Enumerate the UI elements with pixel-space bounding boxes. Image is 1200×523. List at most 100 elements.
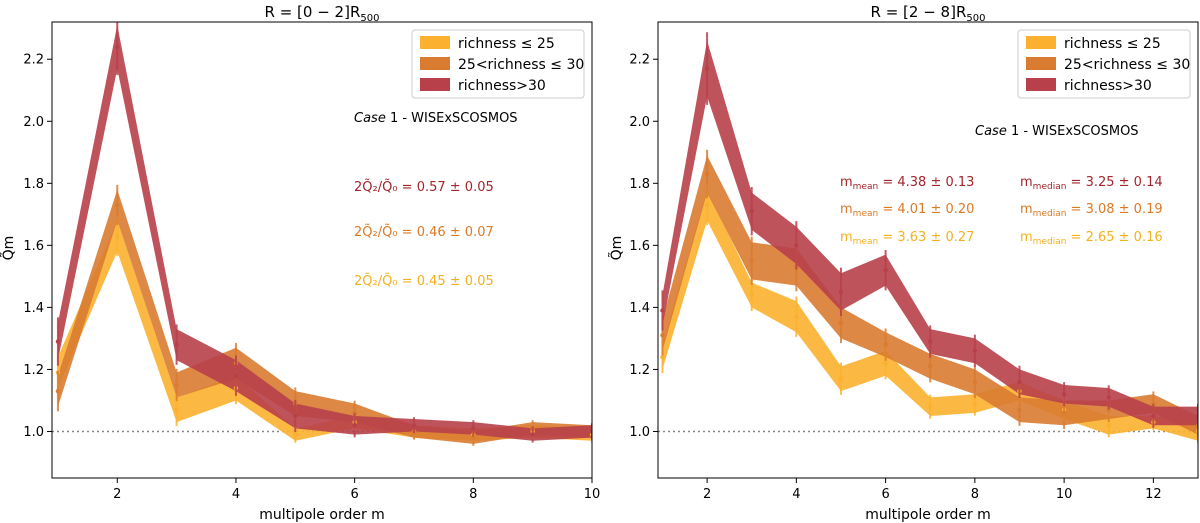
data-point — [838, 376, 844, 381]
legend-swatch-2 — [1026, 78, 1056, 91]
left-annotations: Case 1 - WISExSCOSMOS 2Q̃₂/Q̃₀ = 0.57 ± 0… — [354, 111, 518, 289]
data-point — [660, 333, 665, 338]
x-tick-label: 4 — [232, 487, 240, 502]
x-tick-label: 12 — [1145, 487, 1162, 502]
data-point — [115, 233, 120, 239]
x-tick-label: 10 — [1056, 487, 1073, 502]
left-x-axis-label: multipole order m — [259, 507, 385, 523]
data-point — [704, 66, 710, 71]
data-point — [704, 202, 710, 208]
data-point — [174, 342, 179, 347]
data-point — [704, 171, 710, 177]
left-axes: 2 4 6 8 10 1.0 1.2 1.4 1.6 1.8 2.0 2.2 — [23, 21, 601, 502]
data-point — [972, 348, 978, 354]
data-point — [352, 423, 357, 428]
data-point — [972, 401, 978, 406]
data-point — [794, 243, 799, 248]
median-annotation-1: mmedian = 3.08 ± 0.19 — [1020, 202, 1163, 219]
legend-box — [411, 29, 585, 99]
right-y-axis-label: Q̃m — [608, 236, 625, 261]
data-point — [233, 373, 239, 378]
data-point — [972, 379, 978, 385]
legend-label-1: 25<richness ≤ 30 — [1064, 57, 1190, 73]
data-point — [1061, 392, 1067, 397]
legend-label-1: 25<richness ≤ 30 — [458, 57, 584, 73]
data-point — [293, 413, 298, 419]
x-tick-label: 8 — [469, 487, 477, 502]
data-point — [411, 423, 417, 428]
left-y-axis-label: Q̃m — [0, 236, 17, 261]
band-series-1 — [57, 189, 592, 444]
legend-label-2: richness>30 — [458, 78, 546, 94]
right-annotations: Case 1 - WISExSCOSMOS mmean = 4.38 ± 0.13… — [840, 124, 1163, 247]
x-tick-label: 10 — [584, 487, 601, 502]
ratio-annotation-0: 2Q̃₂/Q̃₀ = 0.57 ± 0.05 — [354, 180, 494, 195]
case-annotation: Case 1 - WISExSCOSMOS — [975, 124, 1139, 139]
mean-annotation-1: mmean = 4.01 ± 0.20 — [840, 202, 974, 219]
right-legend: richness ≤ 25 25<richness ≤ 30 richness>30 — [1017, 29, 1191, 99]
legend-label-0: richness ≤ 25 — [1064, 36, 1161, 52]
data-point — [55, 339, 61, 344]
data-point — [1017, 407, 1022, 412]
right-x-axis-label: multipole order m — [865, 507, 991, 523]
y-tick-label: 1.4 — [23, 301, 44, 316]
y-tick-label: 2.0 — [23, 115, 44, 130]
y-tick-label: 2.2 — [23, 53, 44, 68]
right-panel-title: R = [2 − 8]R500 — [871, 3, 986, 24]
data-point — [883, 342, 888, 347]
y-tick-label: 1.0 — [629, 425, 650, 440]
axes-frame — [51, 21, 593, 479]
data-point — [660, 308, 665, 313]
y-tick-label: 2.0 — [629, 115, 650, 130]
left-plot-area — [52, 22, 592, 446]
y-tick-label: 1.8 — [23, 177, 44, 192]
data-point — [749, 209, 754, 214]
legend-label-2: richness>30 — [1064, 78, 1152, 94]
data-point — [471, 426, 476, 431]
median-annotation-0: mmedian = 3.25 ± 0.14 — [1020, 175, 1163, 192]
data-point — [838, 289, 844, 295]
data-point — [293, 432, 298, 437]
data-point — [589, 429, 592, 434]
x-tick-label: 2 — [113, 487, 121, 502]
data-point — [55, 388, 61, 394]
right-panel: R = [2 − 8]R500 2 4 6 8 10 121.01.21.41.61.82… — [608, 3, 1199, 523]
data-point — [928, 404, 933, 409]
legend-label-0: richness ≤ 25 — [458, 36, 555, 52]
data-point — [928, 339, 933, 344]
data-point — [660, 354, 665, 360]
median-annotation-2: mmedian = 2.65 ± 0.16 — [1020, 230, 1163, 247]
left-panel: R = [0 − 2]R500 2 4 6 8 10 1.0 1.2 1.4 1.6 1.8 2.0… — [0, 3, 600, 523]
band-series-2 — [57, 25, 592, 441]
data-point — [928, 364, 933, 369]
band-series-0 — [57, 220, 592, 441]
y-tick-label: 2.2 — [629, 53, 650, 68]
mean-annotation-0: mmean = 4.38 ± 0.13 — [840, 175, 974, 192]
data-point — [794, 314, 799, 319]
data-point — [1106, 423, 1111, 428]
legend-swatch-0 — [420, 36, 450, 49]
ratio-annotation-1: 2Q̃₂/Q̃₀ = 0.46 ± 0.07 — [354, 225, 494, 240]
x-tick-label: 4 — [792, 487, 800, 502]
mean-annotation-2: mmean = 3.63 ± 0.27 — [840, 230, 974, 247]
data-point — [838, 320, 844, 326]
left-panel-title: R = [0 − 2]R500 — [265, 3, 380, 24]
y-tick-label: 1.6 — [23, 239, 44, 254]
legend-swatch-2 — [420, 78, 450, 91]
y-tick-label: 1.4 — [629, 301, 650, 316]
data-point — [883, 361, 888, 366]
y-tick-label: 1.0 — [23, 425, 44, 440]
legend-swatch-1 — [1026, 57, 1056, 70]
axes-frame — [657, 21, 1199, 479]
data-point — [471, 435, 476, 440]
data-point — [530, 432, 535, 437]
data-point — [1017, 379, 1022, 385]
x-tick-label: 6 — [350, 487, 358, 502]
x-tick-label: 8 — [971, 487, 979, 502]
y-tick-label: 1.6 — [629, 239, 650, 254]
right-plot-area — [658, 32, 1198, 444]
left-legend: richness ≤ 25 25<richness ≤ 30 richness>30 — [411, 29, 585, 99]
legend-box — [1017, 29, 1191, 99]
data-point — [749, 292, 754, 298]
right-axes: 2 4 6 8 10 12 1.0 1.2 1.4 1.6 1.8 2.0 2.2 — [629, 21, 1199, 502]
